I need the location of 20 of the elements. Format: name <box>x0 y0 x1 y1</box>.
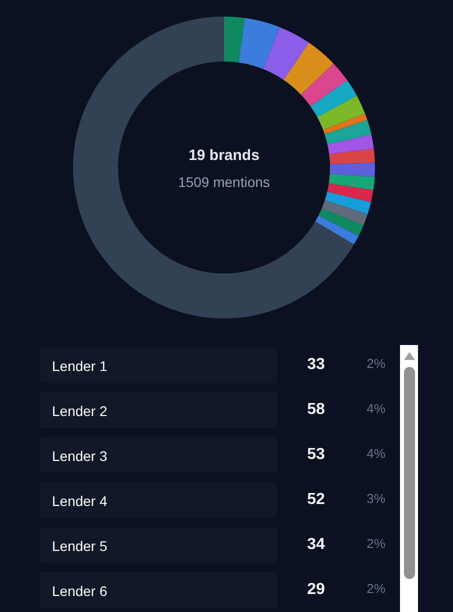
text: 52 <box>306 490 326 510</box>
text: 2% <box>366 355 386 373</box>
text: 19 brands <box>188 147 260 165</box>
text: Lender 3 <box>52 447 108 466</box>
text: 53 <box>306 445 326 465</box>
text: 3% <box>366 490 386 508</box>
text: Lender 2 <box>52 402 108 421</box>
text: 1509 mentions <box>178 173 270 191</box>
text: 34 <box>306 535 326 555</box>
text: Lender 6 <box>52 582 108 601</box>
text: Lender 1 <box>52 357 108 376</box>
text: 29 <box>306 580 326 600</box>
text: 2% <box>366 580 386 598</box>
text: 58 <box>306 400 326 420</box>
text: 33 <box>306 355 326 375</box>
text: Lender 5 <box>52 537 108 556</box>
text: Lender 4 <box>52 492 108 511</box>
text: 2% <box>366 535 386 553</box>
text: 4% <box>366 445 386 463</box>
text: 4% <box>366 400 386 418</box>
